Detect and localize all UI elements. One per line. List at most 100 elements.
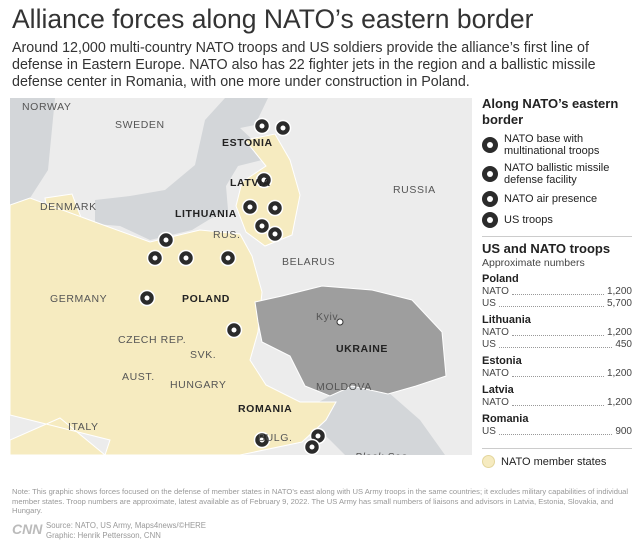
map-icon-glyph xyxy=(309,444,315,450)
side-panel: Along NATO’s eastern border NATO base wi… xyxy=(482,96,632,473)
troop-row: US 5,700 xyxy=(482,298,632,310)
map-label: DENMARK xyxy=(40,201,97,213)
map-icon-glyph xyxy=(247,204,253,210)
kyiv-dot xyxy=(336,318,344,326)
map-icon-glyph xyxy=(152,255,158,261)
map-label: SWEDEN xyxy=(115,119,165,131)
map-label: BELARUS xyxy=(282,256,335,268)
leader xyxy=(511,327,604,336)
country-name: Estonia xyxy=(482,355,522,367)
legend-label: NATO air presence xyxy=(504,193,598,205)
troops-table: Poland NATO 1,200 US 5,700 Lithuania NATO 1,200… xyxy=(482,273,632,438)
map-label: Black Sea xyxy=(355,451,408,455)
nato-member-states xyxy=(10,133,337,455)
title: Alliance forces along NATO’s eastern bor… xyxy=(12,4,534,34)
country-name: Lithuania xyxy=(482,314,531,326)
map-label: UKRAINE xyxy=(336,343,388,355)
troops-title: US and NATO troops xyxy=(482,241,611,256)
map-label: ESTONIA xyxy=(222,137,273,149)
map-icon-glyph xyxy=(259,437,265,443)
map-icon-glyph xyxy=(315,433,321,439)
subtitle: Around 12,000 multi-country NATO troops … xyxy=(12,40,596,90)
leader xyxy=(511,286,604,295)
map-icon-glyph xyxy=(272,231,278,237)
map-label: ITALY xyxy=(68,421,99,433)
troop-row: NATO 1,200 xyxy=(482,327,632,339)
map-label: Kyiv xyxy=(316,311,338,323)
troop-value: 5,700 xyxy=(606,298,632,309)
legend: NATO base with multinational troops NATO … xyxy=(482,133,632,228)
map: NORWAY SWEDEN ESTONIA LATVIA LITHUANIA RUSSIA… xyxy=(10,98,472,455)
map-icon-glyph xyxy=(225,255,231,261)
legend-item: NATO ballistic missile defense facility xyxy=(482,162,632,186)
troop-value: 1,200 xyxy=(606,368,632,379)
map-icon-glyph xyxy=(231,327,237,333)
legend-icon xyxy=(482,191,498,207)
troop-value: 900 xyxy=(615,426,632,437)
troop-value: 1,200 xyxy=(606,397,632,408)
leader xyxy=(498,339,613,348)
legend-item: NATO base with multinational troops xyxy=(482,133,632,157)
legend-icon xyxy=(482,166,498,182)
troop-label: NATO xyxy=(482,397,509,408)
legend-label: NATO ballistic missile defense facility xyxy=(504,162,610,186)
map-label: SVK. xyxy=(190,349,216,361)
troop-label: NATO xyxy=(482,327,509,338)
leader xyxy=(498,298,604,307)
troop-label: NATO xyxy=(482,368,509,379)
map-icon-glyph xyxy=(261,177,267,183)
source: Source: NATO, US Army, Maps4news/©HERE xyxy=(46,521,206,530)
member-swatch xyxy=(482,455,495,468)
legend-item: NATO air presence xyxy=(482,191,632,207)
map-icon-glyph xyxy=(272,205,278,211)
troop-value: 450 xyxy=(615,339,632,350)
map-icon-glyph xyxy=(163,237,169,243)
troop-row: US 900 xyxy=(482,426,632,438)
troop-row: NATO 1,200 xyxy=(482,397,632,409)
credit: Graphic: Henrik Pettersson, CNN xyxy=(46,531,161,540)
country-name: Romania xyxy=(482,413,529,425)
map-label: LITHUANIA xyxy=(175,208,237,220)
map-label: LATVIA xyxy=(230,177,271,189)
troop-label: US xyxy=(482,426,496,437)
map-icons xyxy=(138,117,327,455)
map-icon-glyph xyxy=(259,123,265,129)
map-label: MOLDOVA xyxy=(316,381,372,393)
troop-value: 1,200 xyxy=(606,327,632,338)
map-label: HUNGARY xyxy=(170,379,227,391)
leader xyxy=(498,426,613,435)
member-legend: NATO member states xyxy=(501,455,607,468)
ukraine xyxy=(254,285,447,397)
troop-row: NATO 1,200 xyxy=(482,368,632,380)
map-label: POLAND xyxy=(182,293,230,305)
troops-subtitle: Approximate numbers xyxy=(482,257,585,269)
map-label: ROMANIA xyxy=(238,403,292,415)
map-label: RUSSIA xyxy=(393,184,436,196)
map-icon-glyph xyxy=(280,125,286,131)
country-name: Poland xyxy=(482,273,519,285)
map-label: CZECH REP. xyxy=(118,334,186,346)
troop-row: US 450 xyxy=(482,339,632,351)
map-label: AUST. xyxy=(122,371,155,383)
map-label: BULG. xyxy=(258,432,293,444)
troop-value: 1,200 xyxy=(606,286,632,297)
source-block: Source: NATO, US Army, Maps4news/©HERE G… xyxy=(46,521,206,541)
troop-label: US xyxy=(482,339,496,350)
country-name: Latvia xyxy=(482,384,514,396)
leader xyxy=(511,368,604,377)
map-icon-glyph xyxy=(183,255,189,261)
troop-label: US xyxy=(482,298,496,309)
map-label: GERMANY xyxy=(50,293,107,305)
legend-icon xyxy=(482,137,498,153)
legend-item: US troops xyxy=(482,212,632,228)
legend-icon xyxy=(482,212,498,228)
sea xyxy=(10,98,445,455)
troop-row: NATO 1,200 xyxy=(482,286,632,298)
troop-label: NATO xyxy=(482,286,509,297)
legend-label: US troops xyxy=(504,214,553,226)
map-label: NORWAY xyxy=(22,101,72,113)
map-icon-glyph xyxy=(144,295,150,301)
map-label: RUS. xyxy=(213,229,241,241)
logo: CNN xyxy=(12,521,43,537)
